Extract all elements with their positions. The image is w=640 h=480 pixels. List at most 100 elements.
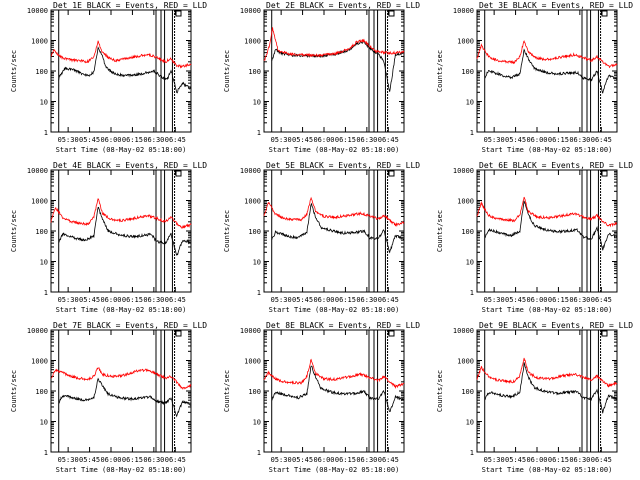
- y-tick-label: 10: [466, 419, 474, 427]
- chart-title: Det 3E BLACK = Events, RED = LLD: [479, 1, 633, 10]
- y-tick-label: 1000: [244, 358, 261, 366]
- y-axis-label: Counts/sec: [10, 210, 18, 252]
- x-tick-label: 06:15: [122, 456, 143, 464]
- y-axis-label: Counts/sec: [223, 370, 231, 412]
- y-tick-label: 100: [35, 388, 48, 396]
- marker-box: [388, 330, 395, 337]
- x-tick-label: 06:00: [100, 296, 121, 304]
- y-tick-label: 100: [35, 228, 48, 236]
- detector-panel-4: Det 4E BLACK = Events, RED = LLD 1 10 100 10…: [10, 161, 207, 314]
- x-tick-label: 06:15: [335, 456, 356, 464]
- chart-title: Det 6E BLACK = Events, RED = LLD: [479, 161, 633, 170]
- x-tick-label: 05:30: [58, 296, 79, 304]
- y-tick-label: 10: [40, 259, 48, 267]
- lld-series-line: [476, 40, 618, 69]
- x-tick-label: 06:45: [378, 296, 399, 304]
- y-tick-label: 1: [257, 289, 261, 297]
- y-tick-label: 1: [257, 129, 261, 137]
- x-tick-label: 06:30: [143, 136, 164, 144]
- x-tick-label: 06:30: [569, 136, 590, 144]
- y-tick-label: 10000: [27, 167, 48, 175]
- lld-series-line: [476, 196, 618, 228]
- x-tick-label: 06:30: [569, 456, 590, 464]
- y-tick-label: 1000: [244, 198, 261, 206]
- x-axis-label: Start Time (08-May-02 05:18:00): [56, 146, 187, 154]
- x-tick-label: 06:15: [335, 296, 356, 304]
- detector-panel-9: Det 9E BLACK = Events, RED = LLD 1 10 100 10…: [436, 321, 633, 474]
- x-axis-label: Start Time (08-May-02 05:18:00): [56, 466, 187, 474]
- y-tick-label: 10000: [27, 327, 48, 335]
- plot-frame: [50, 169, 192, 293]
- x-tick-label: 05:45: [79, 136, 100, 144]
- y-tick-label: 10: [466, 259, 474, 267]
- chart-title: Det 8E BLACK = Events, RED = LLD: [266, 321, 420, 330]
- x-tick-label: 06:00: [526, 456, 547, 464]
- x-axis-label: Start Time (08-May-02 05:18:00): [269, 146, 400, 154]
- y-tick-label: 1: [257, 449, 261, 457]
- x-axis-label: Start Time (08-May-02 05:18:00): [482, 466, 613, 474]
- events-series-line: [58, 46, 192, 94]
- y-tick-label: 10000: [240, 327, 261, 335]
- x-tick-label: 06:00: [526, 136, 547, 144]
- plot-frame: [263, 9, 405, 133]
- y-tick-label: 100: [35, 68, 48, 76]
- lld-series-line: [50, 197, 192, 229]
- marker-box: [175, 10, 182, 17]
- x-tick-label: 05:30: [271, 456, 292, 464]
- chart-title: Det 7E BLACK = Events, RED = LLD: [53, 321, 207, 330]
- chart-title: Det 2E BLACK = Events, RED = LLD: [266, 1, 420, 10]
- y-tick-label: 1000: [457, 198, 474, 206]
- x-axis-label: Start Time (08-May-02 05:18:00): [56, 306, 187, 314]
- y-axis-label: Counts/sec: [10, 370, 18, 412]
- x-tick-label: 05:45: [79, 456, 100, 464]
- y-tick-label: 10: [253, 259, 261, 267]
- plot-frame: [476, 9, 618, 133]
- x-tick-label: 05:30: [58, 456, 79, 464]
- y-tick-label: 100: [461, 228, 474, 236]
- detector-panel-1: Det 1E BLACK = Events, RED = LLD 1 10 100 10…: [10, 1, 207, 154]
- x-tick-label: 05:30: [271, 136, 292, 144]
- lld-series-line: [50, 367, 192, 390]
- y-tick-label: 10000: [453, 7, 474, 15]
- y-tick-label: 10: [466, 99, 474, 107]
- y-axis-label: Counts/sec: [436, 370, 444, 412]
- y-tick-label: 10000: [240, 7, 261, 15]
- lld-series-line: [263, 196, 405, 227]
- x-tick-label: 06:00: [100, 136, 121, 144]
- x-tick-label: 06:45: [165, 456, 186, 464]
- x-tick-label: 06:15: [122, 296, 143, 304]
- x-axis-label: Start Time (08-May-02 05:18:00): [269, 466, 400, 474]
- y-tick-label: 100: [248, 228, 261, 236]
- marker-box: [175, 330, 182, 337]
- marker-box: [601, 10, 608, 17]
- detector-panel-3: Det 3E BLACK = Events, RED = LLD 1 10 100 10…: [436, 1, 633, 154]
- lld-series-line: [263, 27, 405, 61]
- chart-title: Det 9E BLACK = Events, RED = LLD: [479, 321, 633, 330]
- lld-series-line: [263, 358, 405, 390]
- x-axis-label: Start Time (08-May-02 05:18:00): [482, 146, 613, 154]
- x-tick-label: 06:45: [378, 456, 399, 464]
- y-tick-label: 10: [40, 99, 48, 107]
- marker-box: [388, 10, 395, 17]
- y-tick-label: 10: [40, 419, 48, 427]
- marker-box: [601, 170, 608, 177]
- y-tick-label: 1: [44, 129, 48, 137]
- x-tick-label: 06:45: [165, 296, 186, 304]
- plot-frame: [50, 9, 192, 133]
- marker-box: [388, 170, 395, 177]
- y-axis-label: Counts/sec: [223, 210, 231, 252]
- x-tick-label: 06:30: [569, 296, 590, 304]
- x-tick-label: 05:45: [505, 136, 526, 144]
- events-series-line: [271, 365, 405, 413]
- x-tick-label: 05:30: [271, 296, 292, 304]
- y-tick-label: 100: [248, 388, 261, 396]
- y-tick-label: 1000: [31, 358, 48, 366]
- events-series-line: [484, 362, 618, 414]
- y-tick-label: 1000: [457, 358, 474, 366]
- y-tick-label: 1: [44, 289, 48, 297]
- y-tick-label: 10000: [240, 167, 261, 175]
- x-tick-label: 06:30: [356, 456, 377, 464]
- marker-box: [175, 170, 182, 177]
- detector-panel-5: Det 5E BLACK = Events, RED = LLD 1 10 100 10…: [223, 161, 420, 314]
- lld-series-line: [476, 357, 618, 388]
